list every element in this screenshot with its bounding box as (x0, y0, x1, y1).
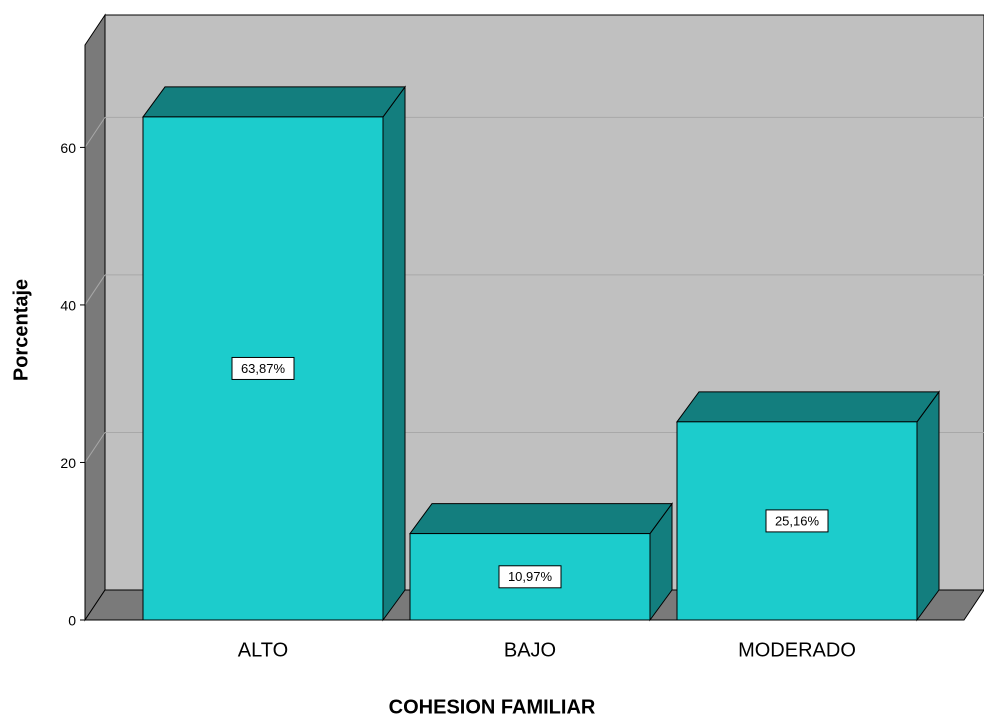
grid-line (84, 432, 106, 463)
bar-side (916, 390, 940, 622)
value-label-box (765, 509, 829, 533)
y-tick-label: 40 (60, 298, 76, 314)
y-tick-label: 20 (60, 455, 76, 471)
value-label: 10,97% (508, 569, 553, 584)
x-tick-label: MODERADO (738, 639, 856, 661)
x-tick-label: BAJO (504, 639, 556, 661)
bar-top (409, 503, 673, 535)
value-label-box (231, 356, 295, 380)
value-label: 25,16% (775, 513, 820, 528)
grid-line (84, 117, 106, 148)
y-tick-label: 60 (60, 140, 76, 156)
x-axis-title: COHESION FAMILIAR (389, 696, 596, 718)
value-label-box (498, 565, 562, 589)
bar-side (382, 85, 406, 622)
grid-line (84, 274, 106, 306)
bar-group: 63,87% (142, 85, 406, 622)
y-axis-title: Porcentaje (10, 279, 32, 381)
x-tick-label: ALTO (238, 639, 288, 661)
bars: 63,87% 10,97% 25,16% (142, 85, 940, 622)
bar-group: 25,16% (676, 390, 940, 622)
bar-group: 10,97% (409, 502, 673, 622)
left-wall (84, 13, 106, 622)
value-label: 63,87% (241, 361, 286, 376)
bar-top (676, 391, 940, 423)
bar-top (142, 86, 406, 118)
y-tick-label: 0 (68, 613, 76, 629)
